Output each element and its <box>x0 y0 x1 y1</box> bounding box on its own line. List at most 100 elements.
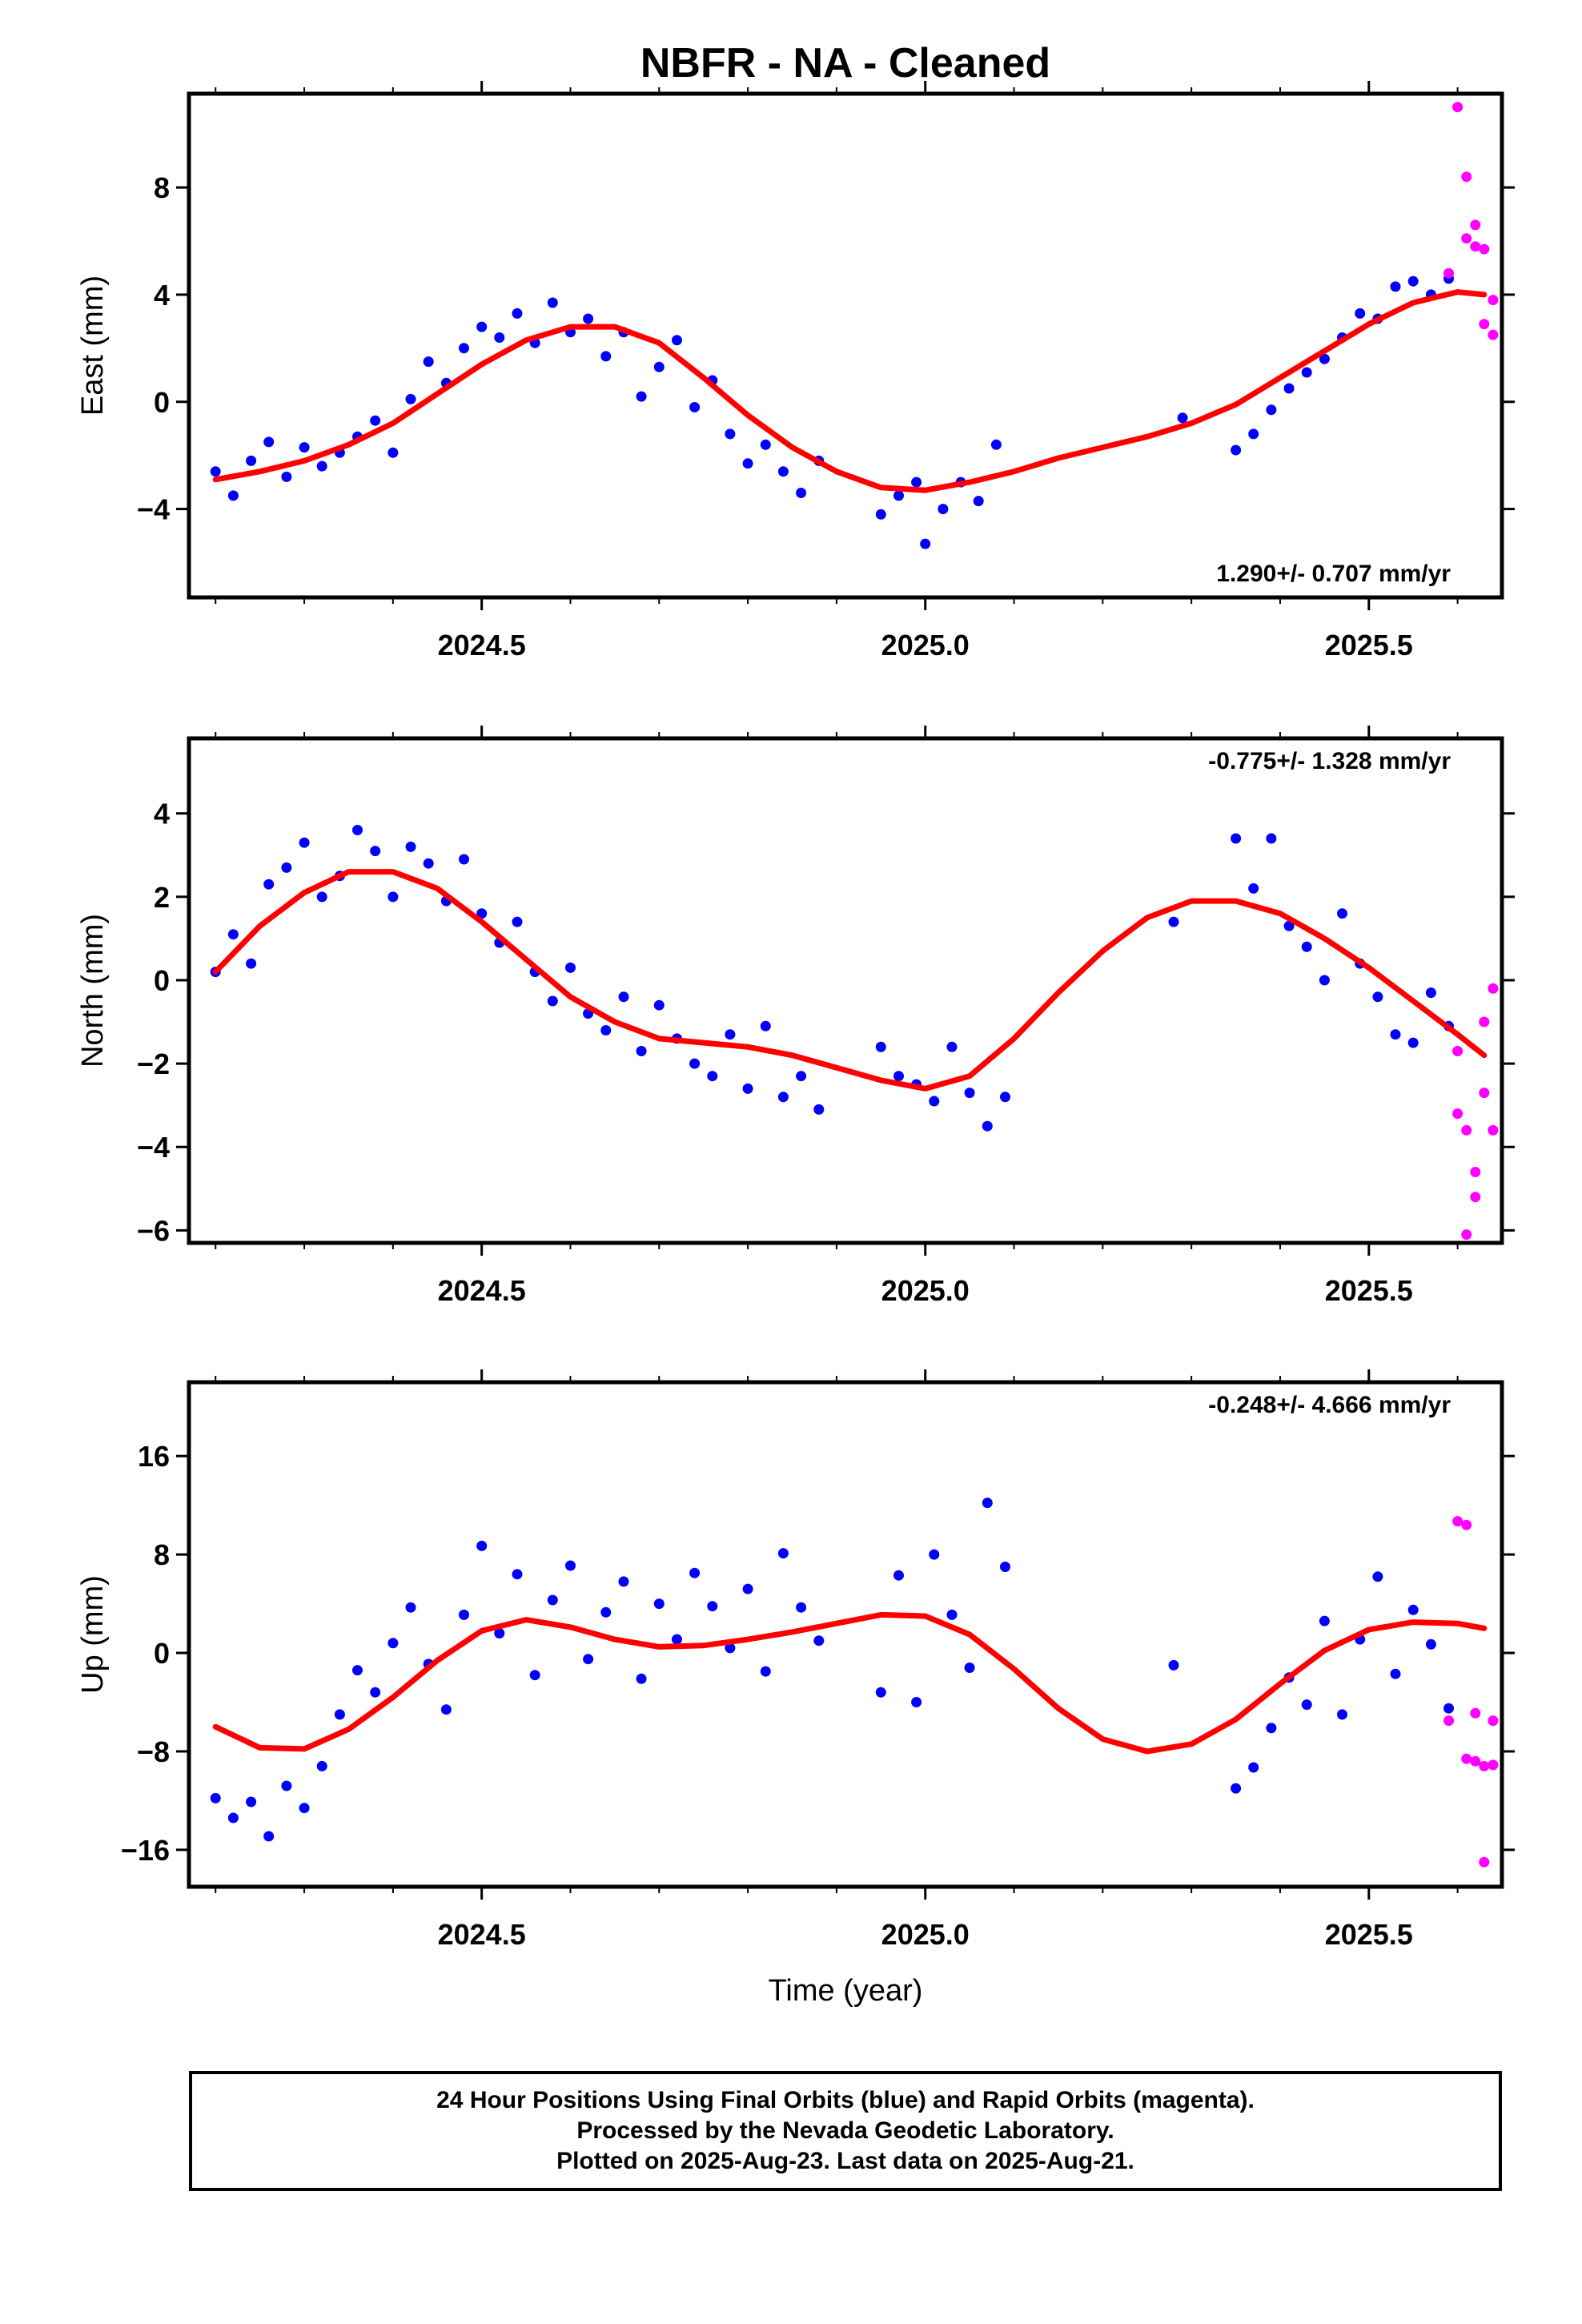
final-orbit-point <box>875 1687 886 1698</box>
final-orbit-point <box>440 1704 452 1715</box>
final-orbit-point <box>982 1498 993 1509</box>
y-tick-label: 8 <box>154 1538 170 1571</box>
x-tick-label: 2025.5 <box>1325 1274 1413 1307</box>
final-orbit-point <box>653 361 665 372</box>
north-plot-area <box>210 825 1499 1240</box>
final-orbit-point <box>547 995 558 1007</box>
final-orbit-point <box>1177 412 1188 424</box>
y-tick-label: −4 <box>137 493 170 526</box>
north-model-curve <box>212 869 1488 1092</box>
final-orbit-point <box>1390 281 1401 292</box>
final-orbit-point <box>946 1609 958 1620</box>
x-tick-label: 2025.5 <box>1325 629 1413 661</box>
final-orbit-point <box>494 1628 505 1638</box>
final-orbit-point <box>387 891 399 903</box>
final-orbit-point <box>1319 1615 1330 1626</box>
y-axis-label: East (mm) <box>76 275 110 416</box>
final-orbit-point <box>742 458 753 469</box>
final-orbit-point <box>929 1096 940 1107</box>
rapid-orbit-point <box>1461 1124 1472 1136</box>
final-orbit-point <box>796 1602 807 1613</box>
final-orbit-point <box>547 297 558 308</box>
final-orbit-point <box>476 908 488 919</box>
final-orbit-point <box>334 1709 345 1720</box>
final-orbit-point <box>227 490 239 501</box>
footer-line-orbits: 24 Hour Positions Using Final Orbits (bl… <box>436 2087 1255 2113</box>
final-orbit-point <box>1231 444 1242 456</box>
final-orbit-point <box>893 1570 904 1581</box>
final-orbit-point <box>938 504 949 515</box>
final-orbit-point <box>299 442 310 453</box>
y-axis-label: North (mm) <box>76 914 110 1068</box>
rapid-orbit-point <box>1452 1516 1464 1527</box>
north-frame <box>187 736 1504 1245</box>
final-orbit-point <box>547 1594 558 1606</box>
final-orbit-point <box>263 1831 275 1842</box>
final-orbit-point <box>689 402 701 412</box>
final-orbit-point <box>964 1088 975 1099</box>
rapid-orbit-point <box>1488 1124 1499 1136</box>
east-panel: 2024.5 2025.0 2025.5 −4 0 4 8 East (mm) 1.290+/-… <box>76 81 1515 661</box>
final-orbit-point <box>1231 1783 1242 1794</box>
final-orbit-point <box>281 471 292 482</box>
final-orbit-point <box>1248 428 1259 440</box>
final-orbit-point <box>565 1560 576 1571</box>
final-orbit-point <box>1000 1092 1010 1103</box>
final-orbit-point <box>618 991 629 1003</box>
final-orbit-point <box>1337 1709 1347 1720</box>
final-orbit-point <box>583 1654 594 1665</box>
y-tick-label: −8 <box>137 1735 170 1768</box>
final-orbit-point <box>423 858 434 869</box>
final-orbit-point <box>405 1602 416 1613</box>
x-tick-label: 2025.5 <box>1325 1918 1413 1951</box>
final-orbit-point <box>210 466 221 477</box>
final-orbit-point <box>1301 1699 1312 1711</box>
final-orbit-point <box>1301 367 1312 378</box>
rapid-orbit-point <box>1443 1715 1454 1727</box>
final-orbit-point <box>281 1780 292 1791</box>
final-orbit-point <box>600 1025 612 1035</box>
final-orbit-point <box>1283 383 1295 394</box>
y-tick-label: 4 <box>154 279 170 312</box>
final-orbit-point <box>1248 1762 1259 1773</box>
final-orbit-point <box>405 393 416 404</box>
final-orbit-point <box>689 1567 701 1578</box>
final-orbit-point <box>512 308 523 319</box>
rapid-orbit-point <box>1470 1167 1481 1177</box>
final-orbit-point <box>672 335 682 346</box>
final-orbit-point <box>725 1029 736 1040</box>
final-orbit-point <box>352 1665 363 1676</box>
final-orbit-point <box>512 916 523 927</box>
final-orbit-point <box>600 351 612 362</box>
final-orbit-point <box>227 1812 239 1823</box>
rapid-orbit-point <box>1461 1753 1472 1764</box>
final-orbit-point <box>600 1606 612 1618</box>
final-orbit-point <box>742 1083 753 1094</box>
final-orbit-point <box>459 1609 469 1620</box>
final-orbit-point <box>1168 1659 1179 1671</box>
final-orbit-point <box>459 854 469 865</box>
final-orbit-point <box>299 837 310 848</box>
final-orbit-point <box>281 862 292 873</box>
final-orbit-point <box>1355 308 1366 319</box>
rapid-orbit-point <box>1479 1016 1490 1027</box>
east-frame <box>187 91 1504 600</box>
x-tick-label: 2025.0 <box>881 629 970 661</box>
final-orbit-point <box>1266 404 1277 416</box>
final-orbit-point <box>982 1120 993 1132</box>
final-orbit-point <box>707 1071 718 1082</box>
final-orbit-point <box>1407 1604 1419 1615</box>
x-tick-label: 2024.5 <box>438 629 526 661</box>
up-frame <box>187 1380 1504 1889</box>
y-tick-label: −6 <box>137 1214 170 1247</box>
rapid-orbit-point <box>1452 1108 1464 1120</box>
final-orbit-point <box>653 1598 665 1610</box>
final-orbit-point <box>672 1634 682 1645</box>
x-axis-label: Time (year) <box>769 1974 923 2008</box>
final-orbit-point <box>246 958 257 969</box>
final-orbit-point <box>246 455 257 466</box>
y-tick-label: 16 <box>138 1440 170 1473</box>
x-tick-label: 2024.5 <box>438 1274 526 1307</box>
final-orbit-point <box>316 1760 327 1771</box>
final-orbit-point <box>459 343 469 354</box>
